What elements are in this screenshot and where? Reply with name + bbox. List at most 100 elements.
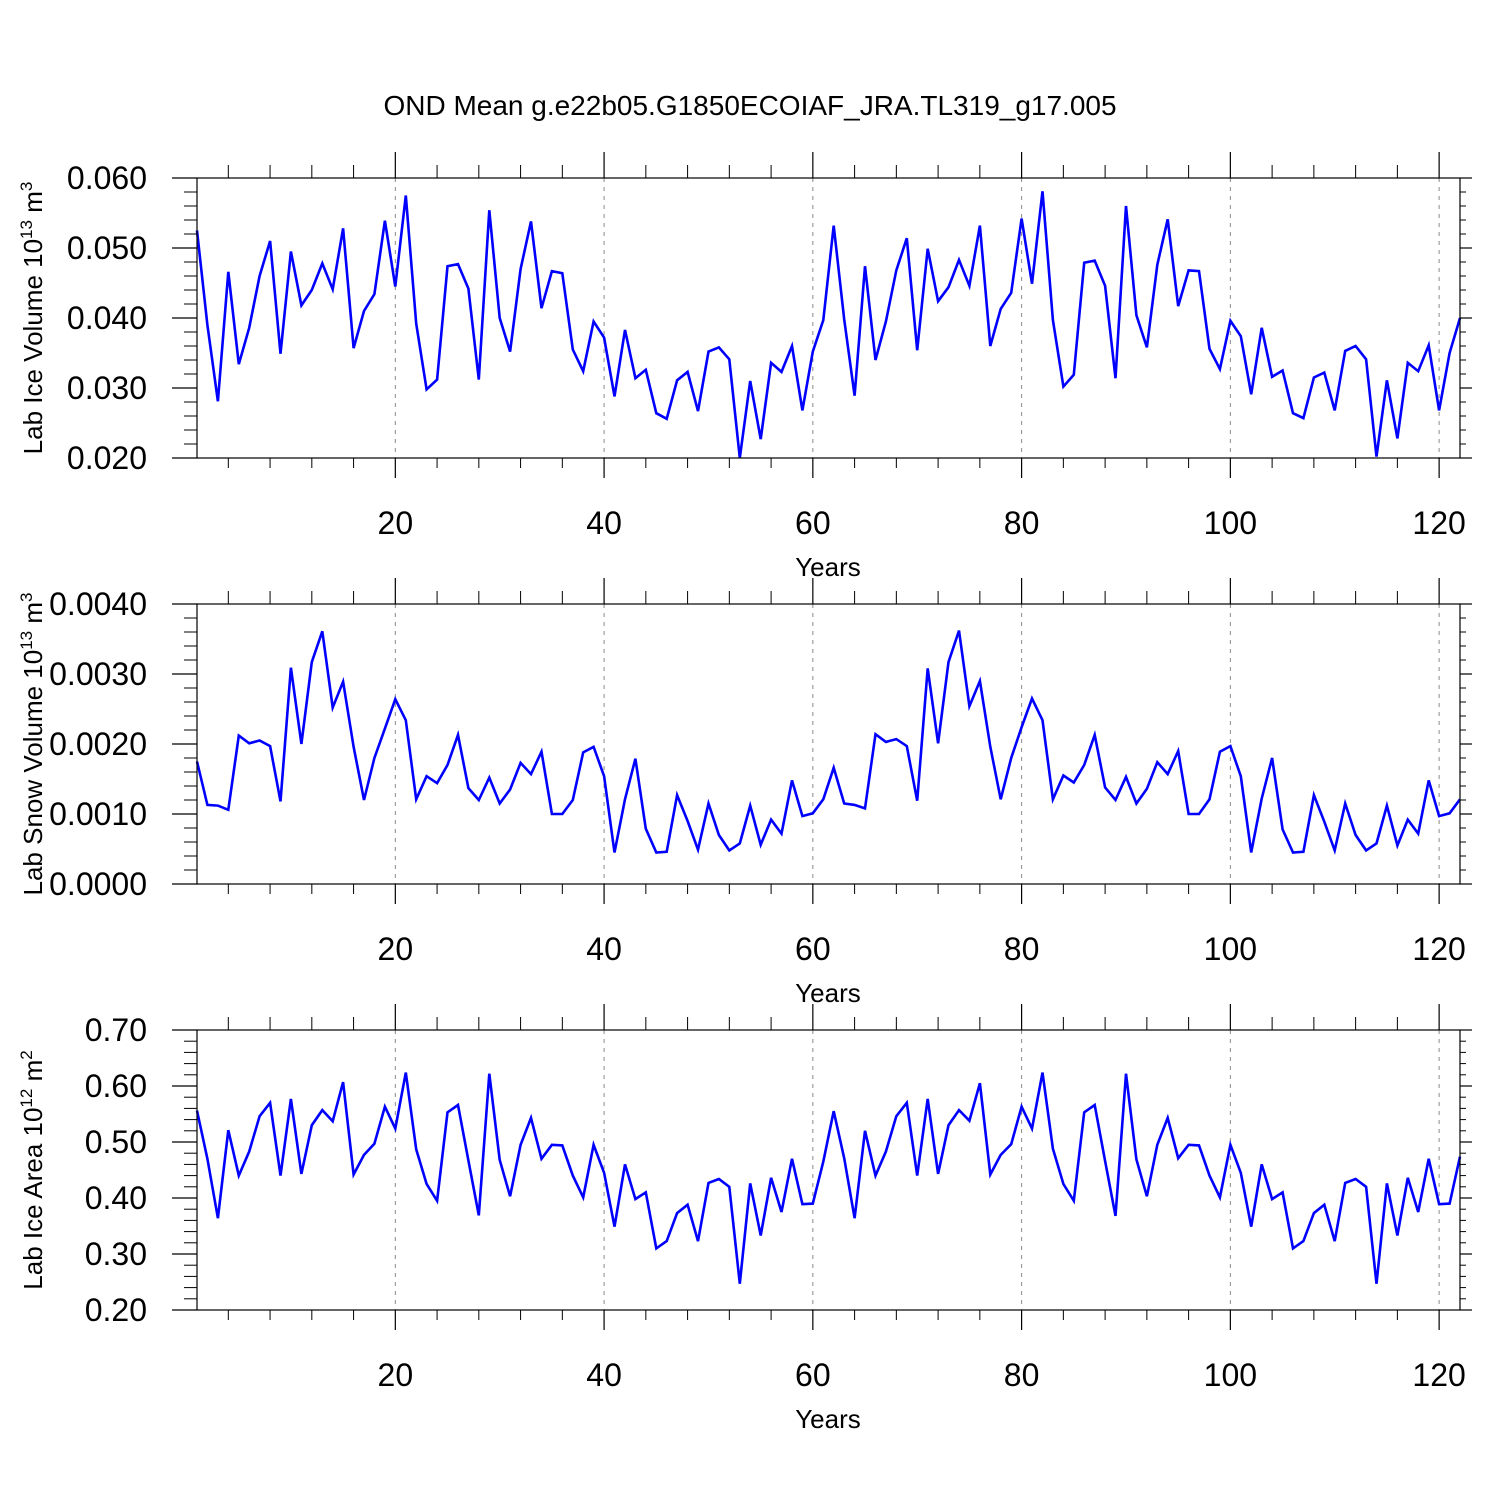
snow-volume-data-point bbox=[1313, 794, 1315, 796]
ice-volume-data-point bbox=[248, 327, 250, 329]
ice-area-yaxis-title: Lab Ice Area 1012 m2 bbox=[17, 1050, 48, 1289]
ice-area-ytick-label: 0.60 bbox=[85, 1068, 147, 1104]
snow-volume-data-point bbox=[1292, 851, 1294, 853]
ice-volume-data-point bbox=[1146, 346, 1148, 348]
snow-volume-data-point bbox=[989, 746, 991, 748]
ice-area-data-point bbox=[697, 1240, 699, 1242]
snow-volume-data-point bbox=[1438, 815, 1440, 817]
ice-volume-data-point bbox=[384, 220, 386, 222]
ice-area-data-point bbox=[436, 1200, 438, 1202]
snow-volume-data-point bbox=[1365, 849, 1367, 851]
snow-volume-ytick-label: 0.0030 bbox=[49, 656, 147, 692]
ice-volume-data-point bbox=[1281, 369, 1283, 371]
ice-volume-data-point bbox=[833, 224, 835, 226]
ice-area-data-point bbox=[780, 1211, 782, 1213]
snow-volume-data-point bbox=[613, 851, 615, 853]
ice-volume-panel: 0.020 0.030 0.040 0.050 0.060 20 40 60 80 100 120 Y… bbox=[17, 152, 1472, 582]
snow-volume-data-point bbox=[1177, 750, 1179, 752]
ice-volume-data-point bbox=[1292, 412, 1294, 414]
snow-volume-xtick-label: 20 bbox=[378, 931, 414, 967]
ice-area-data-point bbox=[1020, 1106, 1022, 1108]
ice-area-data-point bbox=[499, 1159, 501, 1161]
snow-volume-xtick-label: 80 bbox=[1004, 931, 1040, 967]
ice-area-data-point bbox=[613, 1225, 615, 1227]
ice-area-data-point bbox=[1240, 1172, 1242, 1174]
ice-area-data-point bbox=[1073, 1200, 1075, 1202]
snow-volume-data-point bbox=[1041, 719, 1043, 721]
ice-volume-data-point bbox=[853, 395, 855, 397]
ice-volume-data-point bbox=[1135, 314, 1137, 316]
ice-volume-data-point bbox=[749, 380, 751, 382]
snow-volume-data-point bbox=[332, 706, 334, 708]
ice-area-data-point bbox=[1417, 1211, 1419, 1213]
ice-volume-xtick-label: 80 bbox=[1004, 505, 1040, 541]
ice-volume-data-point bbox=[1187, 269, 1189, 271]
ice-volume-data-point bbox=[206, 324, 208, 326]
snow-volume-data-point bbox=[290, 667, 292, 669]
ice-area-data-point bbox=[1229, 1144, 1231, 1146]
snow-volume-data-point bbox=[906, 745, 908, 747]
ice-area-data-point bbox=[321, 1109, 323, 1111]
ice-volume-data-point bbox=[1396, 437, 1398, 439]
snow-volume-data-point bbox=[1240, 775, 1242, 777]
snow-volume-data-point bbox=[248, 742, 250, 744]
snow-volume-data-point bbox=[1114, 799, 1116, 801]
ice-volume-data-point bbox=[1386, 379, 1388, 381]
snow-volume-data-point bbox=[1010, 757, 1012, 759]
ice-volume-data-point bbox=[947, 286, 949, 288]
ice-volume-data-point bbox=[1104, 285, 1106, 287]
ice-area-data-point bbox=[895, 1115, 897, 1117]
ice-area-data-point bbox=[457, 1104, 459, 1106]
ice-area-data-point bbox=[655, 1247, 657, 1249]
snow-volume-data-point bbox=[947, 661, 949, 663]
snow-volume-data-point bbox=[707, 802, 709, 804]
snow-volume-data-point bbox=[1344, 802, 1346, 804]
ice-area-xtick-label: 100 bbox=[1204, 1357, 1257, 1393]
ice-area-data-point bbox=[770, 1177, 772, 1179]
snow-volume-data-point bbox=[853, 804, 855, 806]
snow-volume-data-point bbox=[206, 804, 208, 806]
ice-area-data-point bbox=[1428, 1158, 1430, 1160]
snow-volume-data-point bbox=[801, 815, 803, 817]
ice-volume-data-point bbox=[1167, 218, 1169, 220]
snow-volume-data-point bbox=[1407, 818, 1409, 820]
ice-volume-data-point bbox=[1334, 409, 1336, 411]
ice-volume-data-point bbox=[457, 263, 459, 265]
snow-volume-data-point bbox=[1104, 786, 1106, 788]
ice-area-xtick-label: 20 bbox=[378, 1357, 414, 1393]
ice-area-data-point bbox=[311, 1124, 313, 1126]
ice-area-data-point bbox=[238, 1174, 240, 1176]
snow-volume-data-point bbox=[624, 798, 626, 800]
ice-area-data-point bbox=[833, 1110, 835, 1112]
ice-volume-data-point bbox=[676, 379, 678, 381]
ice-volume-data-point bbox=[801, 409, 803, 411]
ice-area-data-point bbox=[592, 1144, 594, 1146]
ice-area-data-point bbox=[394, 1127, 396, 1129]
ice-volume-data-point bbox=[592, 320, 594, 322]
ice-volume-data-point bbox=[478, 378, 480, 380]
ice-volume-data-point bbox=[666, 418, 668, 420]
ice-area-data-point bbox=[1114, 1215, 1116, 1217]
ice-volume-data-point bbox=[363, 310, 365, 312]
ice-volume-data-point bbox=[645, 369, 647, 371]
snow-volume-data-point bbox=[1250, 851, 1252, 853]
ice-area-xtick-label: 80 bbox=[1004, 1357, 1040, 1393]
snow-volume-data-point bbox=[592, 746, 594, 748]
snow-volume-data-point bbox=[1198, 813, 1200, 815]
snow-volume-ytick-label: 0.0020 bbox=[49, 726, 147, 762]
ice-area-data-point bbox=[1135, 1158, 1137, 1160]
snow-volume-data-point bbox=[572, 799, 574, 801]
ice-area-data-point bbox=[853, 1217, 855, 1219]
ice-volume-data-point bbox=[1271, 376, 1273, 378]
snow-volume-data-point bbox=[885, 741, 887, 743]
ice-area-data-point bbox=[384, 1106, 386, 1108]
snow-volume-data-point bbox=[394, 698, 396, 700]
snow-volume-xtick-label: 120 bbox=[1412, 931, 1465, 967]
ice-area-data-point bbox=[822, 1160, 824, 1162]
ice-area-data-point bbox=[1365, 1186, 1367, 1188]
ice-volume-data-point bbox=[394, 285, 396, 287]
ice-area-data-point bbox=[634, 1198, 636, 1200]
ice-volume-data-point bbox=[405, 194, 407, 196]
snow-volume-data-point bbox=[1229, 745, 1231, 747]
ice-area-data-point bbox=[1146, 1195, 1148, 1197]
